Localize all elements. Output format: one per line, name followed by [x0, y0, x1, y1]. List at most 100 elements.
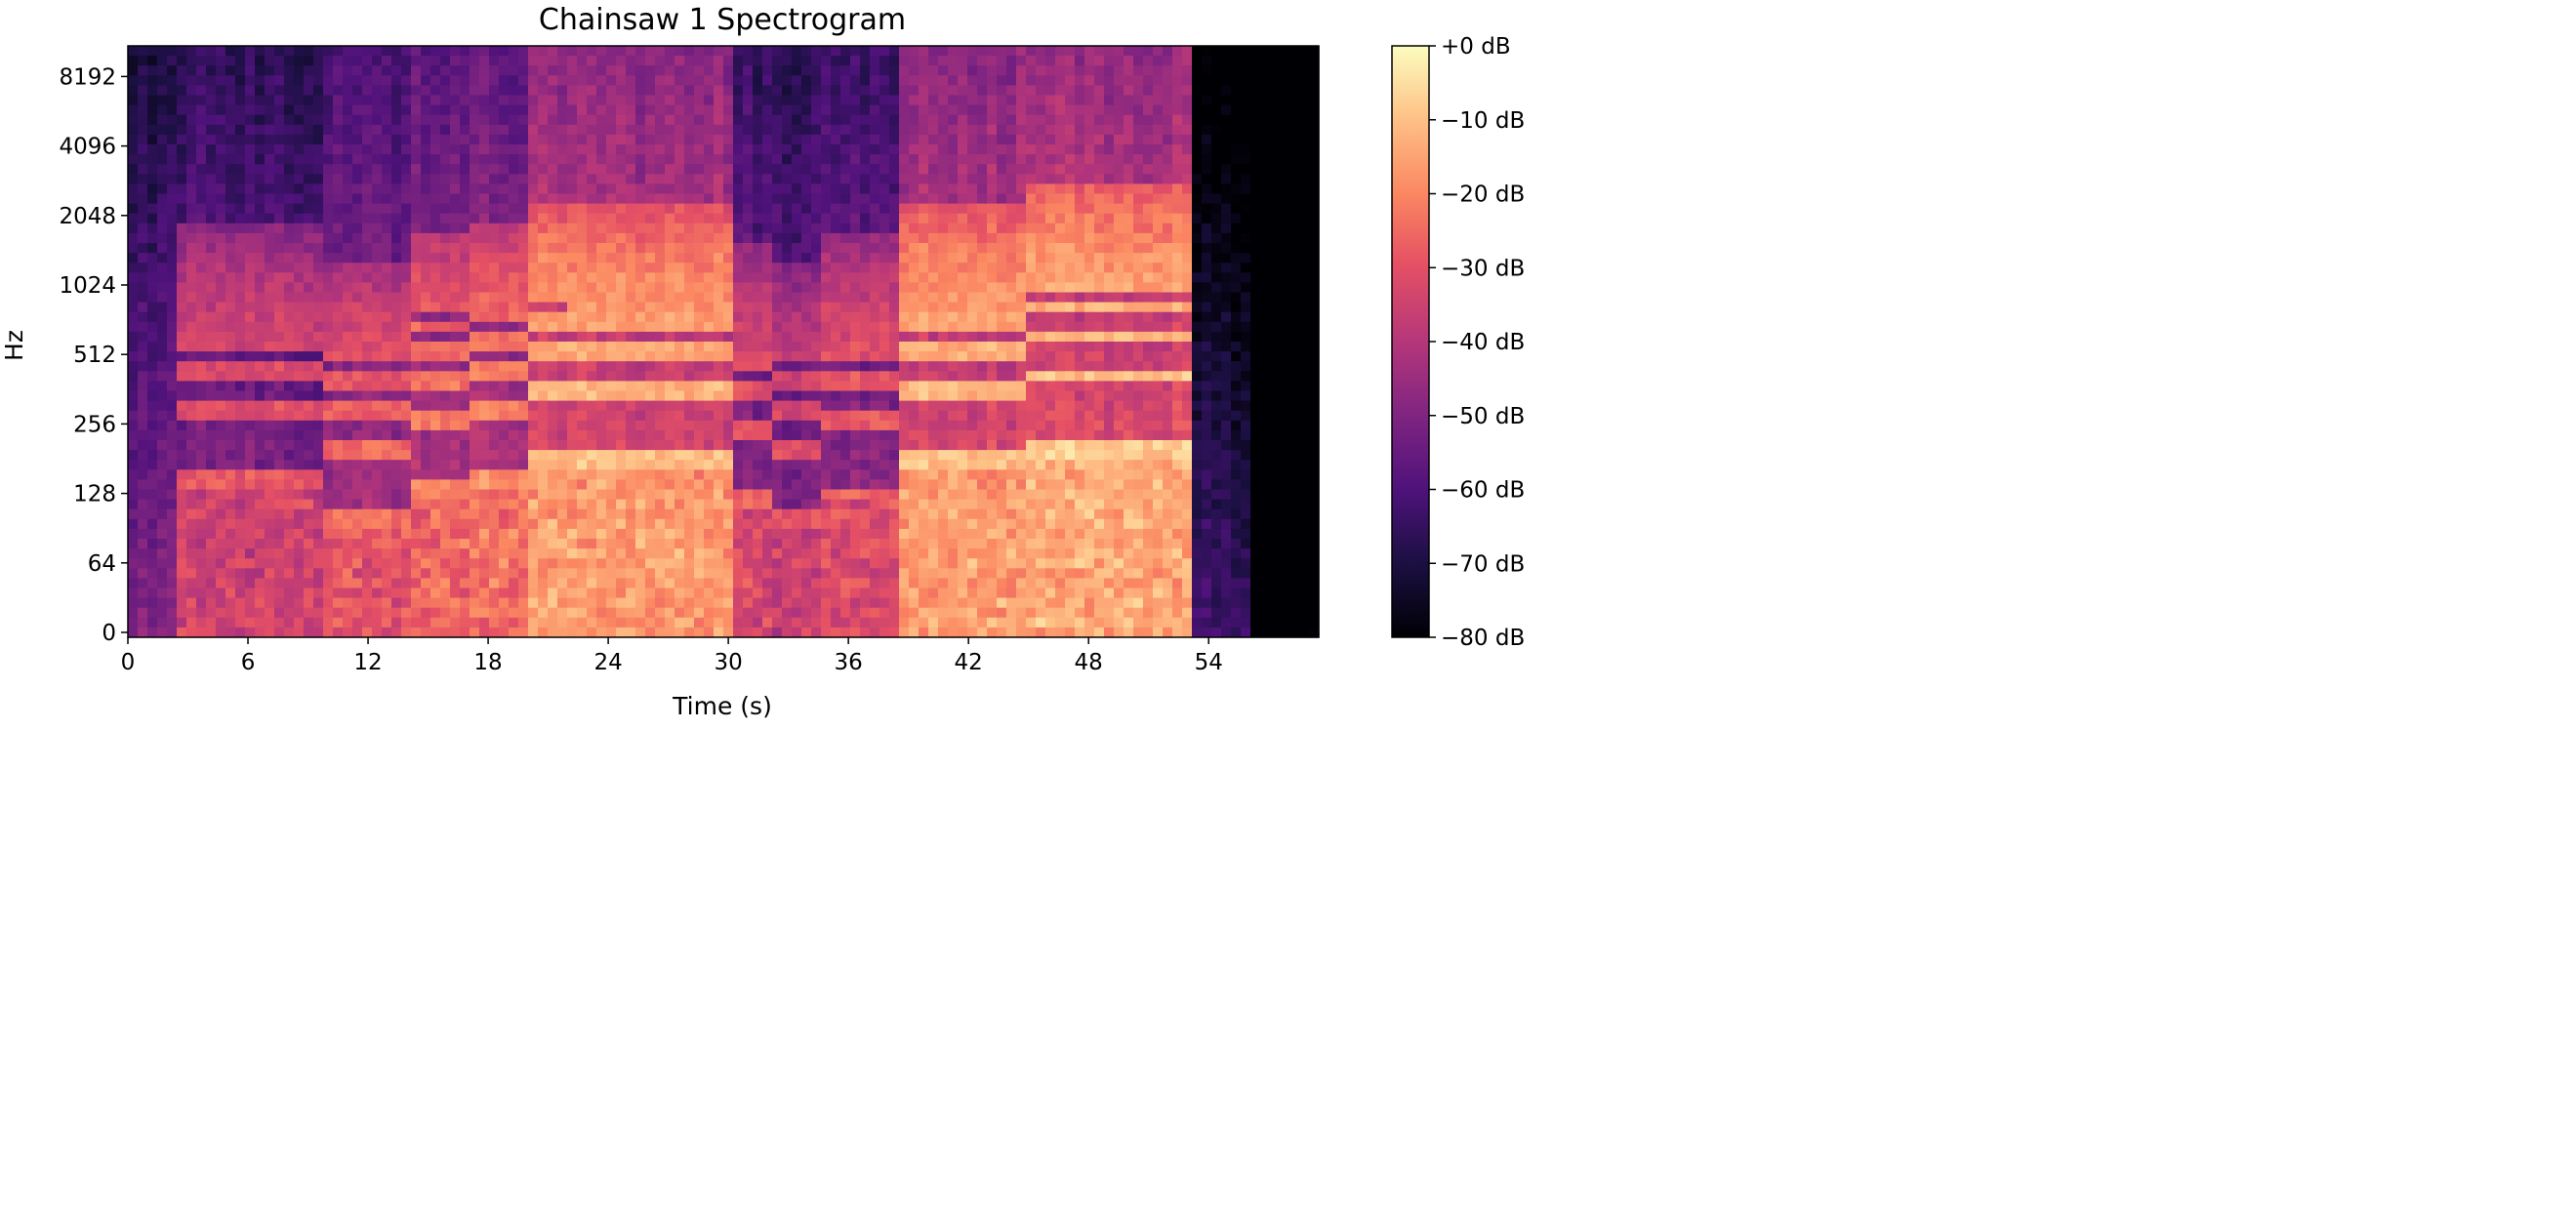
- spectrogram-cell: [401, 243, 412, 254]
- spectrogram-cell: [401, 390, 412, 402]
- spectrogram-cell: [801, 174, 812, 184]
- spectrogram-cell: [372, 331, 383, 343]
- spectrogram-cell: [430, 440, 441, 451]
- spectrogram-cell: [694, 508, 705, 520]
- spectrogram-cell: [499, 381, 510, 392]
- spectrogram-cell: [645, 174, 656, 184]
- spectrogram-cell: [567, 183, 578, 195]
- spectrogram-cell: [313, 95, 324, 106]
- spectrogram-cell: [167, 263, 178, 273]
- spectrogram-cell: [235, 410, 246, 422]
- spectrogram-cell: [323, 174, 334, 184]
- spectrogram-cell: [577, 193, 588, 205]
- spectrogram-cell: [333, 342, 344, 352]
- spectrogram-cell: [704, 429, 715, 441]
- spectrogram-cell: [548, 627, 558, 638]
- spectrogram-cell: [889, 282, 900, 294]
- spectrogram-cell: [811, 578, 822, 589]
- spectrogram-cell: [509, 381, 519, 392]
- spectrogram-cell: [128, 193, 139, 205]
- spectrogram-cell: [489, 232, 500, 244]
- spectrogram-cell: [840, 114, 851, 126]
- spectrogram-cell: [333, 617, 344, 628]
- spectrogram-cell: [206, 65, 217, 76]
- spectrogram-cell: [645, 400, 656, 412]
- spectrogram-cell: [899, 548, 910, 559]
- spectrogram-cell: [411, 213, 422, 224]
- spectrogram-cell: [538, 134, 549, 145]
- spectrogram-cell: [382, 321, 392, 333]
- spectrogram-cell: [772, 321, 783, 333]
- spectrogram-cell: [538, 361, 549, 372]
- spectrogram-cell: [831, 548, 841, 559]
- spectrogram-cell: [684, 46, 695, 57]
- spectrogram-cell: [811, 588, 822, 599]
- spectrogram-cell: [128, 183, 139, 195]
- spectrogram-cell: [255, 183, 266, 195]
- spectrogram-cell: [714, 508, 724, 520]
- spectrogram-cell: [186, 183, 197, 195]
- spectrogram-cell: [391, 282, 402, 294]
- spectrogram-cell: [821, 114, 832, 126]
- spectrogram-cell: [684, 508, 695, 520]
- spectrogram-cell: [157, 460, 168, 470]
- spectrogram-cell: [518, 627, 529, 638]
- spectrogram-cell: [645, 272, 656, 283]
- spectrogram-cell: [138, 597, 148, 609]
- spectrogram-cell: [323, 144, 334, 155]
- spectrogram-cell: [889, 174, 900, 184]
- spectrogram-cell: [265, 232, 275, 244]
- spectrogram-cell: [411, 95, 422, 106]
- spectrogram-cell: [792, 400, 802, 412]
- spectrogram-cell: [128, 450, 139, 461]
- spectrogram-cell: [840, 518, 851, 530]
- spectrogram-cell: [138, 292, 148, 304]
- spectrogram-cell: [362, 302, 373, 313]
- spectrogram-cell: [733, 400, 744, 412]
- spectrogram-cell: [372, 578, 383, 589]
- spectrogram-cell: [909, 95, 920, 106]
- spectrogram-cell: [792, 331, 802, 343]
- spectrogram-cell: [167, 65, 178, 76]
- spectrogram-cell: [801, 46, 812, 57]
- spectrogram-cell: [655, 144, 666, 155]
- spectrogram-cell: [401, 56, 412, 66]
- spectrogram-cell: [538, 272, 549, 283]
- spectrogram-cell: [928, 134, 939, 145]
- spectrogram-cell: [177, 213, 187, 224]
- spectrogram-cell: [870, 607, 880, 619]
- spectrogram-cell: [831, 528, 841, 540]
- spectrogram-cell: [235, 539, 246, 549]
- spectrogram-cell: [675, 302, 685, 313]
- spectrogram-cell: [577, 164, 588, 175]
- spectrogram-cell: [235, 528, 246, 540]
- spectrogram-cell: [255, 104, 266, 116]
- spectrogram-cell: [294, 272, 305, 283]
- spectrogram-cell: [196, 272, 207, 283]
- spectrogram-cell: [167, 223, 178, 234]
- spectrogram-cell: [518, 499, 529, 510]
- spectrogram-cell: [928, 282, 939, 294]
- spectrogram-cell: [850, 469, 861, 480]
- spectrogram-cell: [616, 410, 627, 422]
- spectrogram-cell: [753, 410, 763, 422]
- spectrogram-cell: [421, 213, 431, 224]
- spectrogram-cell: [772, 56, 783, 66]
- spectrogram-cell: [655, 243, 666, 254]
- spectrogram-cell: [333, 134, 344, 145]
- spectrogram-cell: [899, 479, 910, 491]
- spectrogram-cell: [850, 46, 861, 57]
- spectrogram-cell: [401, 371, 412, 382]
- spectrogram-cell: [128, 95, 139, 106]
- spectrogram-cell: [216, 183, 226, 195]
- spectrogram-cell: [470, 253, 480, 263]
- spectrogram-cell: [538, 65, 549, 76]
- spectrogram-cell: [850, 144, 861, 155]
- spectrogram-cell: [850, 518, 861, 530]
- spectrogram-cell: [362, 518, 373, 530]
- spectrogram-cell: [645, 410, 656, 422]
- spectrogram-cell: [274, 174, 285, 184]
- spectrogram-cell: [801, 193, 812, 205]
- spectrogram-cell: [870, 578, 880, 589]
- spectrogram-cell: [411, 243, 422, 254]
